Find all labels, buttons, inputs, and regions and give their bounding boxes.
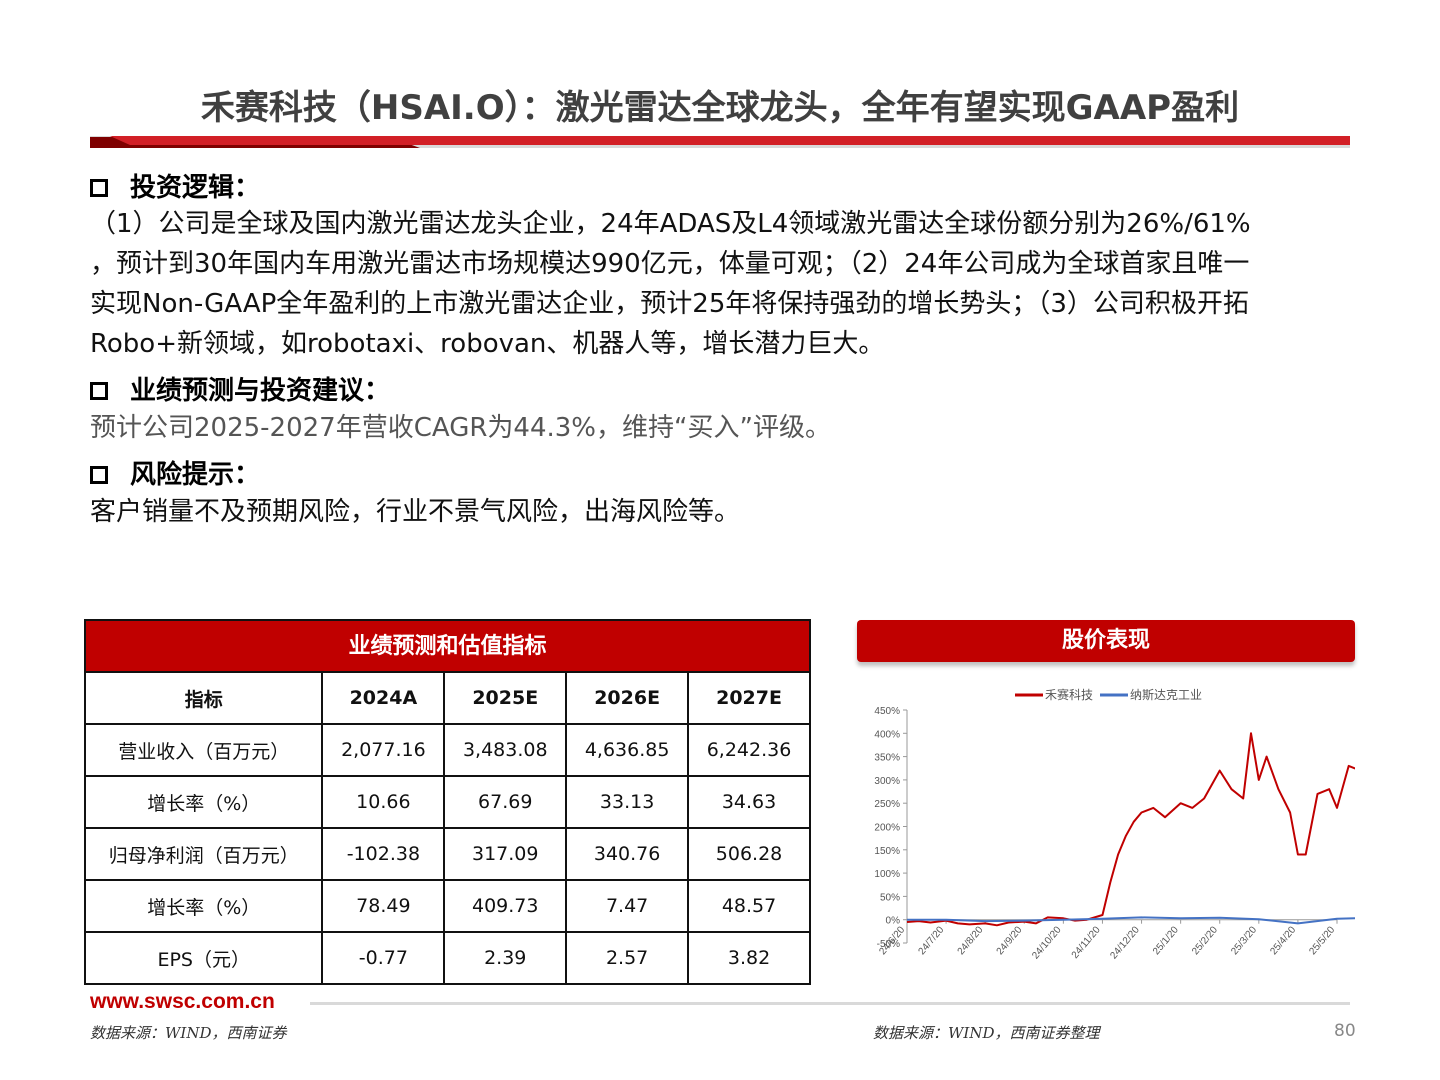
source-note-right: 数据来源：WIND，西南证券整理 bbox=[873, 1024, 1100, 1042]
x-tick-label: 24/10/20 bbox=[1030, 924, 1064, 961]
y-tick-label: 50% bbox=[880, 892, 900, 903]
logic-heading: 投资逻辑： bbox=[90, 167, 260, 204]
page-number: 80 bbox=[1334, 1021, 1356, 1041]
x-tick-label: 25/4/20 bbox=[1268, 924, 1298, 957]
y-tick-label: 100% bbox=[874, 869, 900, 880]
forecast-text: 预计公司2025-2027年营收CAGR为44.3%，维持“买入”评级。 bbox=[90, 413, 831, 443]
title-divider bbox=[90, 136, 1350, 148]
table-cell: 增长率（%） bbox=[83, 879, 324, 933]
checkbox-icon bbox=[90, 466, 108, 484]
page-title: 禾赛科技（HSAI.O）：激光雷达全球龙头，全年有望实现GAAP盈利 bbox=[200, 88, 1240, 128]
table-cell: 2,077.16 bbox=[321, 723, 446, 777]
y-tick-label: 450% bbox=[874, 706, 900, 717]
checkbox-icon bbox=[90, 179, 108, 197]
table-header-row: 指标 2024A 2025E 2026E 2027E bbox=[83, 671, 811, 725]
table-cell: 2.57 bbox=[565, 931, 690, 985]
checkbox-icon bbox=[90, 382, 108, 400]
table-cell: -102.38 bbox=[321, 827, 446, 881]
footer-divider bbox=[310, 1002, 1350, 1005]
table-title: 业绩预测和估值指标 bbox=[84, 619, 811, 671]
x-tick-label: 25/3/20 bbox=[1229, 924, 1259, 957]
source-note-left: 数据来源：WIND，西南证券 bbox=[90, 1024, 287, 1042]
table-cell: 6,242.36 bbox=[687, 723, 811, 777]
forecast-heading: 业绩预测与投资建议： bbox=[90, 370, 390, 407]
table-cell: 2.39 bbox=[443, 931, 568, 985]
table-cell: EPS（元） bbox=[83, 931, 324, 985]
table-header-cell: 2026E bbox=[565, 671, 690, 725]
table-cell: 7.47 bbox=[565, 879, 690, 933]
y-tick-label: 200% bbox=[874, 823, 900, 834]
table-header-cell: 2024A bbox=[321, 671, 446, 725]
table-cell: 10.66 bbox=[321, 775, 446, 829]
stock-price-chart: 450% 400% 350% 300% 250% 200% 150% 100% 50% 0% -50… bbox=[874, 687, 1355, 961]
table-cell: 3.82 bbox=[687, 931, 811, 985]
table-cell: 34.63 bbox=[687, 775, 811, 829]
table-cell: 67.69 bbox=[443, 775, 568, 829]
table-cell: 33.13 bbox=[565, 775, 690, 829]
forecast-table: 业绩预测和估值指标 指标 2024A 2025E 2026E 2027E 营业收… bbox=[83, 619, 811, 985]
table-row: 增长率（%） 10.66 67.69 33.13 34.63 bbox=[83, 775, 811, 829]
x-tick-label: 24/11/20 bbox=[1070, 924, 1103, 961]
x-tick-label: 24/9/20 bbox=[995, 924, 1025, 957]
table-cell: 78.49 bbox=[321, 879, 446, 933]
x-tick-label: 24/8/20 bbox=[956, 924, 986, 957]
legend-label: 纳斯达克工业 bbox=[1130, 688, 1202, 702]
y-tick-label: 150% bbox=[874, 846, 900, 857]
y-tick-label: 250% bbox=[874, 799, 900, 810]
table-cell: 48.57 bbox=[687, 879, 811, 933]
table-header-cell: 2027E bbox=[687, 671, 811, 725]
x-tick-label: 25/1/20 bbox=[1151, 924, 1181, 957]
y-tick-label: -50% bbox=[877, 939, 900, 950]
table-cell: 归母净利润（百万元） bbox=[83, 827, 324, 881]
table-row: 增长率（%） 78.49 409.73 7.47 48.57 bbox=[83, 879, 811, 933]
table-header-cell: 指标 bbox=[83, 671, 324, 725]
risk-heading: 风险提示： bbox=[90, 454, 260, 491]
y-tick-label: 300% bbox=[874, 776, 900, 787]
table-cell: -0.77 bbox=[321, 931, 446, 985]
table-cell: 340.76 bbox=[565, 827, 690, 881]
logic-text: （1）公司是全球及国内激光雷达龙头企业，24年ADAS及L4领域激光雷达全球份额… bbox=[90, 204, 1365, 364]
table-cell: 增长率（%） bbox=[83, 775, 324, 829]
y-tick-label: 350% bbox=[874, 753, 900, 764]
logic-line: ，预计到30年国内车用激光雷达市场规模达990亿元，体量可观；（2）24年公司成… bbox=[90, 249, 1250, 279]
logic-line: （1）公司是全球及国内激光雷达龙头企业，24年ADAS及L4领域激光雷达全球份额… bbox=[90, 209, 1251, 239]
table-row: 营业收入（百万元） 2,077.16 3,483.08 4,636.85 6,2… bbox=[83, 723, 811, 777]
table-header-cell: 2025E bbox=[443, 671, 568, 725]
table-cell: 营业收入（百万元） bbox=[83, 723, 324, 777]
x-tick-label: 24/7/20 bbox=[917, 924, 947, 957]
table-cell: 3,483.08 bbox=[443, 723, 568, 777]
x-tick-label: 24/12/20 bbox=[1108, 924, 1142, 961]
y-tick-label: 400% bbox=[874, 729, 900, 740]
legend-label: 禾赛科技 bbox=[1045, 687, 1093, 702]
risk-text: 客户销量不及预期风险，行业不景气风险，出海风险等。 bbox=[90, 497, 741, 527]
table-row: EPS（元） -0.77 2.39 2.57 3.82 bbox=[83, 931, 811, 985]
y-tick-label: 0% bbox=[886, 916, 901, 927]
logic-line: Robo+新领域，如robotaxi、robovan、机器人等，增长潜力巨大。 bbox=[90, 329, 885, 359]
series-line-nasdaq-industrial bbox=[907, 916, 1355, 925]
table-cell: 506.28 bbox=[687, 827, 811, 881]
stock-panel-title: 股价表现 bbox=[857, 620, 1355, 662]
series-line-hesai bbox=[906, 732, 1355, 927]
logic-line: 实现Non-GAAP全年盈利的上市激光雷达企业，预计25年将保持强劲的增长势头；… bbox=[90, 289, 1249, 319]
table-cell: 409.73 bbox=[443, 879, 568, 933]
table-cell: 4,636.85 bbox=[565, 723, 690, 777]
footer-url[interactable]: www.swsc.com.cn bbox=[90, 990, 275, 1013]
x-tick-label: 25/5/20 bbox=[1307, 924, 1337, 957]
table-row: 归母净利润（百万元） -102.38 317.09 340.76 506.28 bbox=[83, 827, 811, 881]
table-cell: 317.09 bbox=[443, 827, 568, 881]
x-tick-label: 25/2/20 bbox=[1190, 924, 1220, 957]
